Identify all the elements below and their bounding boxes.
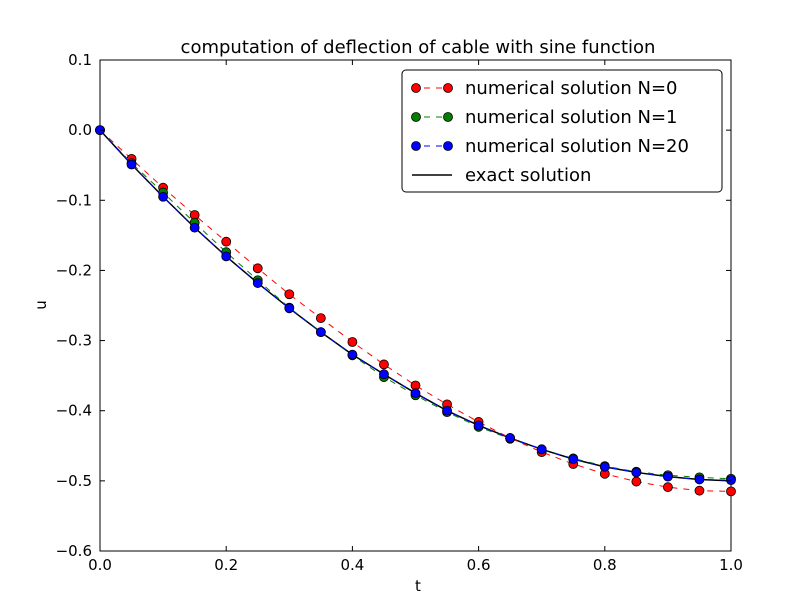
legend-label-exact-solution: exact solution: [465, 165, 591, 186]
data-point-numerical-solution-n-20: [536, 444, 547, 455]
data-point-numerical-solution-n-20: [505, 433, 516, 443]
legend-label-numerical-solution-n-20: numerical solution N=20: [465, 136, 689, 157]
data-point-numerical-solution-n-20: [694, 474, 705, 485]
data-point-numerical-solution-n-0: [347, 337, 358, 347]
data-point-numerical-solution-n-20: [410, 388, 421, 399]
data-point-numerical-solution-n-20: [284, 303, 295, 314]
legend-marker-numerical-solution-n-0: [443, 83, 453, 93]
data-point-numerical-solution-n-0: [252, 263, 263, 274]
data-point-numerical-solution-n-20: [568, 454, 579, 465]
data-point-numerical-solution-n-0: [379, 359, 389, 370]
y-tick-label: −0.3: [56, 332, 92, 350]
data-point-numerical-solution-n-20: [442, 405, 452, 416]
data-point-numerical-solution-n-20: [379, 369, 389, 380]
legend-marker-numerical-solution-n-1: [443, 112, 453, 122]
y-axis-label: u: [32, 300, 50, 310]
x-axis-label: t: [415, 577, 421, 595]
data-point-numerical-solution-n-0: [315, 313, 326, 324]
data-point-numerical-solution-n-20: [252, 278, 263, 288]
y-tick-label: 0.0: [68, 121, 92, 139]
data-point-numerical-solution-n-0: [221, 236, 232, 247]
x-tick-label: 1.0: [719, 556, 743, 574]
data-point-numerical-solution-n-20: [599, 461, 610, 472]
ticks-layer: 0.0 0.2 0.4 0.6 0.8 1.0 0.1 0.0 −0.1 −0.2 −0.3 −0.4…: [56, 51, 743, 574]
data-point-numerical-solution-n-0: [663, 482, 673, 493]
data-point-numerical-solution-n-0: [726, 486, 736, 497]
y-tick-label: −0.2: [56, 261, 92, 279]
x-tick-label: 0.8: [593, 556, 617, 574]
data-point-numerical-solution-n-20: [631, 467, 642, 478]
data-point-numerical-solution-n-20: [347, 349, 358, 360]
legend-marker-numerical-solution-n-20: [411, 141, 421, 151]
y-tick-label: −0.4: [56, 402, 92, 420]
y-tick-label: 0.1: [68, 51, 92, 69]
data-point-numerical-solution-n-20: [158, 191, 169, 202]
legend-label-numerical-solution-n-0: numerical solution N=0: [465, 78, 677, 99]
x-tick-label: 0.4: [340, 556, 364, 574]
legend-marker-numerical-solution-n-0: [411, 83, 421, 93]
x-tick-label: 0.0: [88, 556, 112, 574]
data-point-numerical-solution-n-20: [663, 471, 673, 482]
chart-title: computation of deflection of cable with …: [181, 37, 656, 58]
data-point-numerical-solution-n-20: [126, 159, 137, 170]
legend: numerical solution N=0 numerical solution…: [401, 69, 723, 193]
data-point-numerical-solution-n-20: [473, 420, 484, 431]
y-tick-label: −0.1: [56, 191, 92, 209]
data-layer: [95, 125, 736, 497]
legend-marker-numerical-solution-n-20: [443, 141, 453, 151]
data-point-numerical-solution-n-0: [631, 476, 642, 487]
data-point-numerical-solution-n-20: [315, 327, 326, 338]
data-point-numerical-solution-n-0: [694, 485, 705, 496]
legend-box: [401, 69, 723, 193]
data-point-numerical-solution-n-0: [284, 289, 295, 300]
data-point-numerical-solution-n-20: [726, 475, 736, 486]
y-tick-label: −0.5: [56, 472, 92, 490]
data-point-numerical-solution-n-20: [221, 251, 232, 262]
data-point-numerical-solution-n-20: [189, 222, 200, 233]
x-tick-label: 0.6: [467, 556, 491, 574]
legend-marker-numerical-solution-n-1: [411, 112, 421, 122]
series-line-numerical-solution-n-0: [99, 129, 732, 492]
y-tick-label: −0.6: [56, 542, 92, 560]
x-tick-label: 0.2: [214, 556, 238, 574]
legend-label-numerical-solution-n-1: numerical solution N=1: [465, 107, 677, 128]
